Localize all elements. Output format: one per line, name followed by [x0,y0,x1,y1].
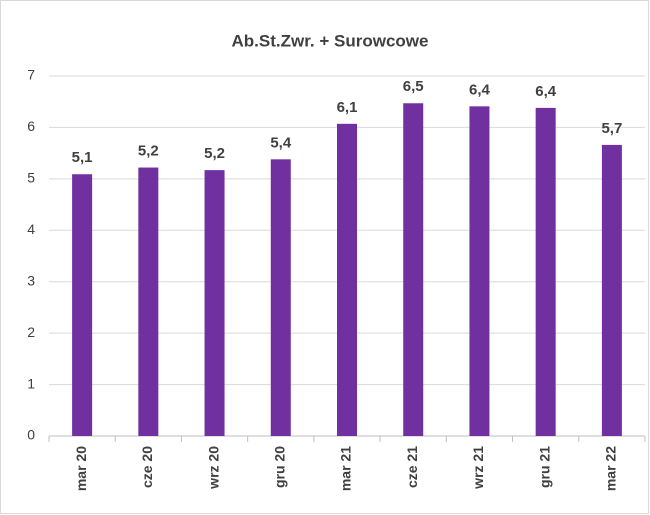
x-tick-label: wrz 20 [205,446,221,490]
y-tick-label: 2 [27,324,35,340]
value-label: 6,1 [337,99,358,116]
value-label: 5,2 [138,143,159,160]
bar [601,144,622,436]
bar [138,167,159,437]
x-tick-label: gru 21 [536,446,552,488]
value-label: 5,2 [204,145,225,162]
bar [403,103,424,436]
y-tick-label: 3 [27,272,35,288]
x-tick-label: mar 20 [73,446,89,491]
y-tick-label: 5 [27,170,35,186]
y-tick-label: 4 [27,221,35,237]
x-tick-label: cze 21 [404,446,420,488]
value-label: 6,4 [469,81,491,98]
x-tick-label: wrz 21 [470,446,486,490]
y-tick-label: 7 [27,67,35,83]
value-label: 5,4 [270,134,292,151]
value-label: 5,7 [601,120,622,137]
value-label: 6,4 [535,83,557,100]
value-label: 5,1 [72,149,93,166]
y-tick-label: 0 [27,427,35,443]
x-tick-label: mar 21 [338,446,354,491]
x-tick-label: mar 22 [603,446,619,491]
bar [337,123,357,436]
x-tick-label: gru 20 [271,446,287,488]
value-label: 6,5 [403,78,424,95]
y-tick-label: 1 [27,375,35,391]
bar [270,159,291,437]
chart-title: Ab.St.Zwr. + Surowcowe [232,31,429,50]
bar [72,174,93,436]
y-tick-label: 6 [27,118,35,134]
bar [535,107,556,436]
bar [469,106,490,436]
bar [204,170,225,436]
x-tick-label: cze 20 [139,446,155,488]
